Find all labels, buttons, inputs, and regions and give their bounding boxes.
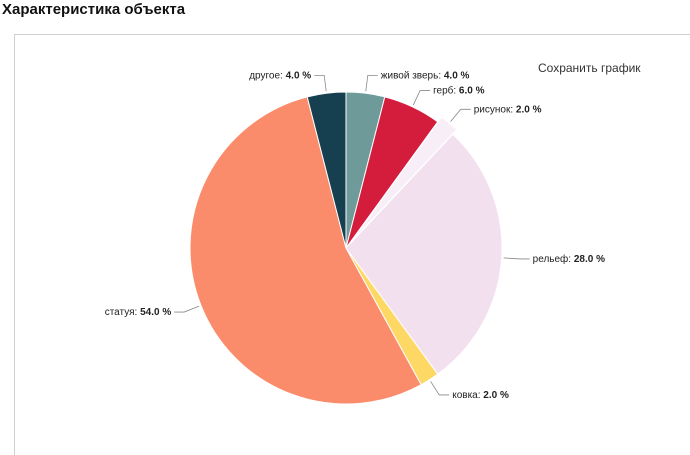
- slice-label-1: герб: 6.0 %: [433, 85, 485, 97]
- pie-slice-6: [306, 91, 347, 249]
- slice-label-value-5: 54.0 %: [140, 307, 171, 318]
- slice-label-value-0: 4.0 %: [444, 70, 470, 81]
- slice-labels: живой зверь: 4.0 % герб: 6.0 % рисунок: 2.…: [105, 70, 605, 401]
- slice-label-value-1: 6.0 %: [459, 86, 485, 97]
- pie-chart: живой зверь: 4.0 % герб: 6.0 % рисунок: 2.…: [105, 70, 605, 405]
- pie-slice-2: [349, 116, 458, 244]
- slice-label-5: статуя: 54.0 %: [105, 307, 172, 318]
- label-connector-5: [174, 305, 200, 313]
- page-title: Характеристика объекта: [2, 1, 186, 18]
- slice-label-value-4: 2.0 %: [483, 390, 509, 401]
- slice-label-0: живой зверь: 4.0 %: [381, 70, 470, 81]
- slice-label-value-3: 28.0 %: [574, 254, 605, 265]
- slice-label-name-3: рельеф:: [533, 253, 574, 265]
- slice-label-name-5: статуя:: [105, 307, 140, 318]
- slice-label-3: рельеф: 28.0 %: [533, 253, 605, 265]
- slice-label-name-6: другое:: [249, 70, 285, 81]
- pie-slice-5: [189, 96, 422, 405]
- slice-label-name-4: ковка:: [452, 390, 483, 401]
- label-connector-2: [450, 108, 471, 122]
- slice-label-name-0: живой зверь:: [381, 70, 444, 81]
- label-connector-3: [503, 257, 530, 260]
- label-connectors: [174, 74, 530, 396]
- slice-label-name-1: герб:: [433, 85, 459, 97]
- slice-label-2: рисунок: 2.0 %: [474, 104, 542, 115]
- slice-label-value-2: 2.0 %: [516, 104, 542, 115]
- pie-slices: [189, 91, 503, 405]
- slice-label-name-2: рисунок:: [474, 104, 516, 115]
- label-connector-4: [430, 381, 450, 396]
- slice-label-6: другое: 4.0 %: [249, 70, 311, 81]
- label-connector-0: [365, 74, 378, 92]
- slice-label-4: ковка: 2.0 %: [452, 390, 509, 401]
- label-connector-1: [412, 90, 431, 106]
- pie-slice-3: [345, 133, 503, 375]
- save-chart-button[interactable]: Сохранить график: [538, 61, 641, 75]
- label-connector-6: [314, 74, 327, 92]
- slice-label-value-6: 4.0 %: [286, 70, 312, 81]
